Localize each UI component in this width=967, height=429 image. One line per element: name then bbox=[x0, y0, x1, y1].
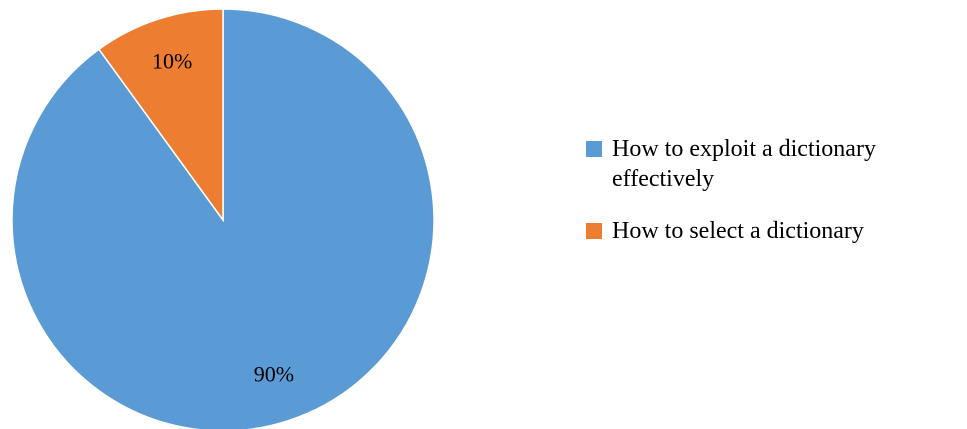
legend: How to exploit a dictionary effectively … bbox=[586, 134, 964, 268]
legend-item-exploit: How to exploit a dictionary effectively bbox=[586, 134, 964, 194]
legend-label-exploit: How to exploit a dictionary effectively bbox=[612, 136, 876, 192]
pie-slices bbox=[11, 8, 435, 429]
legend-item-select: How to select a dictionary bbox=[586, 216, 964, 246]
pie-slice-exploit bbox=[11, 8, 435, 429]
pie-data-labels: 90% 10% bbox=[152, 49, 294, 387]
data-label-select: 10% bbox=[152, 49, 192, 74]
legend-swatch-exploit bbox=[586, 141, 602, 157]
data-label-exploit: 90% bbox=[254, 362, 294, 387]
legend-label-select: How to select a dictionary bbox=[612, 218, 864, 244]
legend-swatch-select bbox=[586, 223, 602, 239]
pie-slice-select bbox=[97, 8, 224, 223]
